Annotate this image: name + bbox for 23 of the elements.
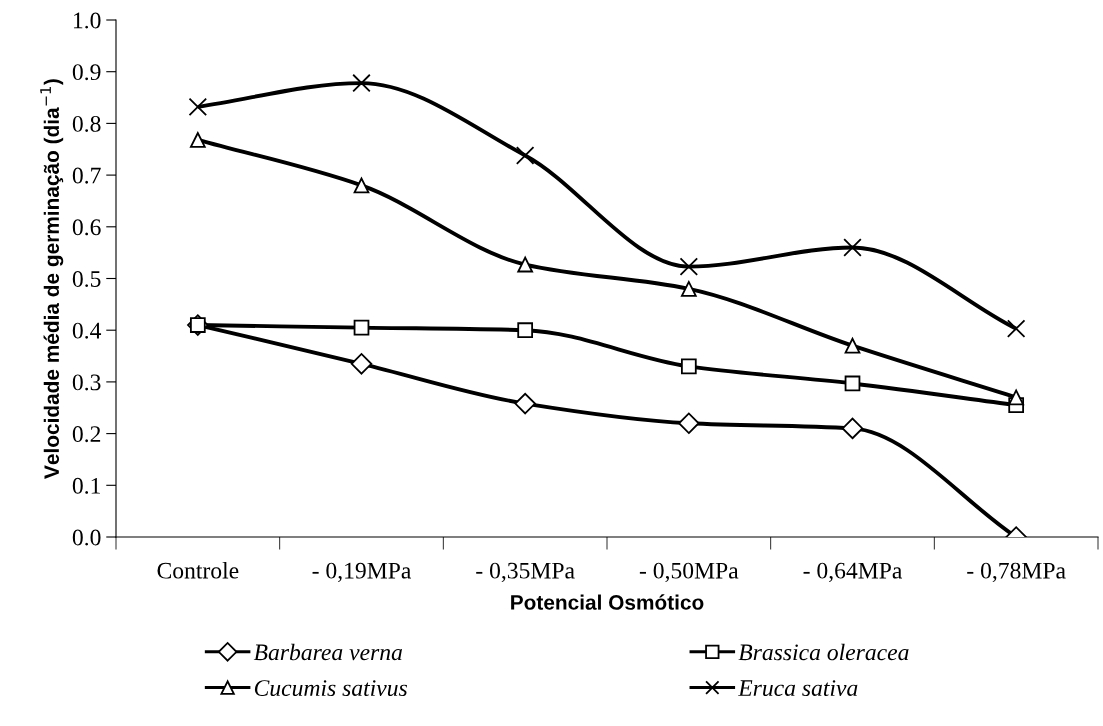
y-tick-label: 0.8 <box>72 115 101 132</box>
x-tick-label: - 0,35MPa <box>476 562 575 583</box>
y-tick-label: 0.4 <box>72 322 102 339</box>
y-tick-label: 0.6 <box>72 219 101 236</box>
legend-label: Brassica oleracea <box>738 643 909 661</box>
y-tick-label: 0.9 <box>72 64 101 81</box>
y-tick-label: 0.7 <box>72 167 101 184</box>
y-tick-label: 0.0 <box>72 529 101 546</box>
x-tick-label: Controle <box>157 562 239 579</box>
x-axis-title: Potencial Osmótico <box>511 594 704 610</box>
x-tick-label: - 0,19MPa <box>312 562 412 583</box>
y-tick-label: 0.5 <box>72 270 101 288</box>
y-tick-label: 1.0 <box>73 12 101 29</box>
y-axis-title: Velocidade média de germinação (dia$^{−1}$) <box>40 79 64 479</box>
x-tick-label: - 0,78MPa <box>967 562 1066 583</box>
x-tick-label: - 0,64MPa <box>803 562 903 583</box>
x-tick-label: - 0,50MPa <box>639 562 739 583</box>
y-tick-label: 0.2 <box>72 426 101 443</box>
legend-label: Eruca sativa <box>738 680 858 697</box>
legend-label: Barbarea verna <box>253 643 402 661</box>
y-tick-label: 0.3 <box>72 374 101 391</box>
legend-label: Cucumis sativus <box>254 680 407 697</box>
y-tick-label: 0.1 <box>72 477 100 494</box>
